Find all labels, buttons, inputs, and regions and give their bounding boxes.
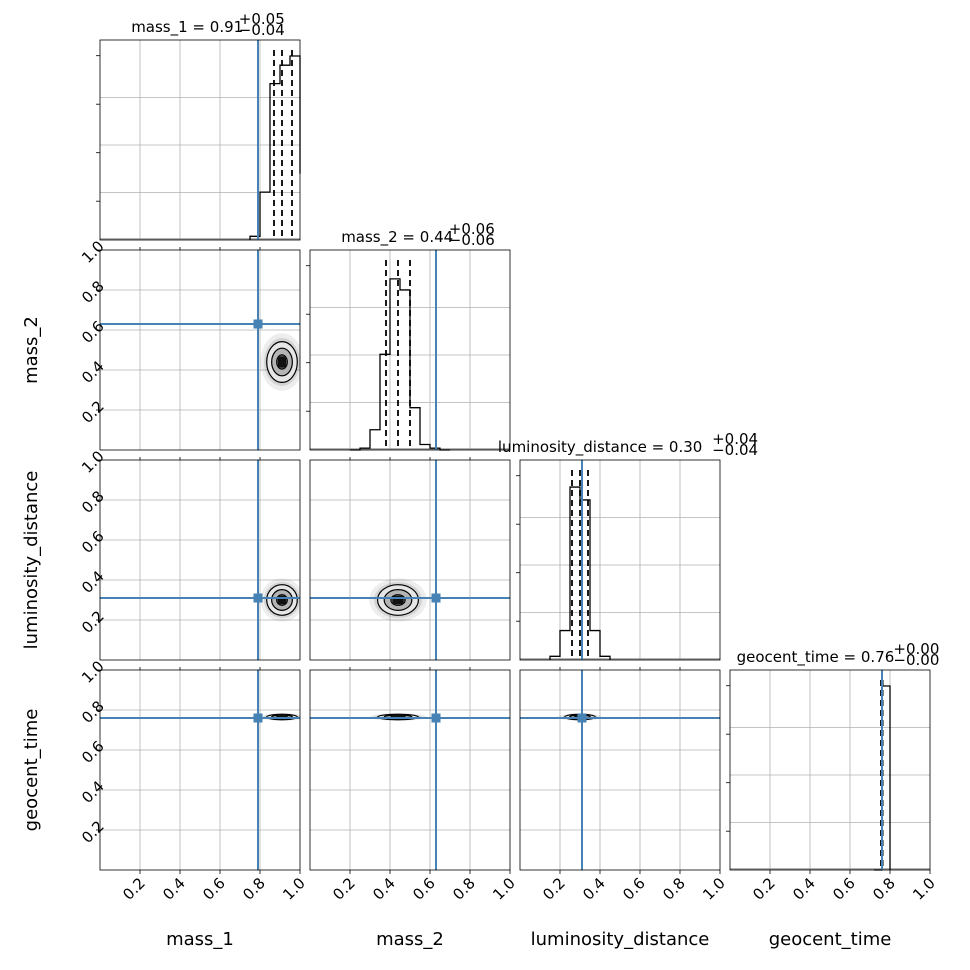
x-tick-label-geocent_time: 0.2 [749, 874, 779, 904]
x-tick-label-mass_1: 0.8 [239, 874, 269, 904]
panel-geocent_time-vs-mass_1 [99, 669, 301, 871]
title-lower-error: −0.04 [239, 21, 285, 39]
x-tick-label-mass_2: 0.4 [369, 874, 399, 904]
panel-geocent_time-vs-luminosity_distance [519, 669, 721, 871]
x-axis-label-mass_1: mass_1 [166, 929, 234, 950]
title-text: mass_1 = 0.91 [131, 18, 243, 37]
panel-geocent_time-vs-mass_2 [309, 669, 511, 871]
x-tick-label-mass_2: 0.8 [449, 874, 479, 904]
panel-background [100, 460, 300, 660]
panel-background [310, 670, 510, 870]
truth-marker [253, 593, 263, 603]
x-tick-label-mass_1: 0.6 [199, 874, 229, 904]
x-tick-label-geocent_time: 0.4 [789, 874, 819, 904]
histogram-mass_1 [96, 39, 301, 241]
histogram-mass_2 [306, 249, 511, 451]
x-tick-label-mass_1: 1.0 [279, 874, 309, 904]
title-text: mass_2 = 0.44 [341, 228, 453, 247]
x-tick-label-mass_1: 0.2 [119, 874, 149, 904]
x-tick-label-luminosity_distance: 0.2 [539, 874, 569, 904]
truth-marker [431, 593, 441, 603]
panel-background [730, 670, 930, 870]
density-peak [277, 595, 287, 605]
x-axis-label-mass_2: mass_2 [376, 929, 444, 950]
title-mass_1: mass_1 = 0.91+0.05−0.04 [131, 10, 285, 39]
title-mass_2: mass_2 = 0.44+0.06−0.06 [341, 220, 495, 249]
y-axis-label-mass_2: mass_2 [21, 316, 42, 384]
x-axis-label-geocent_time: geocent_time [769, 929, 892, 950]
x-tick-label-luminosity_distance: 0.4 [579, 874, 609, 904]
histogram-step [350, 278, 450, 451]
histogram-luminosity_distance [516, 459, 721, 661]
y-axis-label-luminosity_distance: luminosity_distance [21, 471, 42, 650]
truth-marker [253, 713, 263, 723]
title-lower-error: −0.06 [449, 231, 495, 249]
truth-marker [577, 713, 587, 723]
title-geocent_time: geocent_time = 0.76 +0.00−0.00 [737, 640, 940, 669]
panel-frame [99, 249, 301, 451]
truth-marker [253, 319, 263, 329]
panel-luminosity_distance-vs-mass_2 [309, 459, 511, 661]
title-text: geocent_time = 0.76 [737, 648, 895, 667]
truth-marker [431, 713, 441, 723]
title-text: luminosity_distance = 0.30 [498, 438, 702, 457]
density-peak [277, 356, 287, 368]
x-axis-label-luminosity_distance: luminosity_distance [531, 929, 710, 950]
title-upper-error: +0.04 [712, 430, 758, 448]
x-tick-label-geocent_time: 0.8 [869, 874, 899, 904]
title-upper-error: +0.00 [893, 640, 939, 658]
panel-background [520, 460, 720, 660]
panel-frame [519, 669, 721, 871]
x-tick-label-geocent_time: 0.6 [829, 874, 859, 904]
title-lower-error: −0.00 [893, 651, 939, 669]
x-tick-label-mass_2: 0.2 [329, 874, 359, 904]
x-tick-label-geocent_time: 1.0 [909, 874, 939, 904]
density-peak [392, 595, 404, 605]
panel-background [310, 460, 510, 660]
panel-frame [99, 669, 301, 871]
panel-frame [99, 39, 301, 241]
histogram-geocent_time [726, 669, 931, 871]
title-lower-error: −0.04 [712, 441, 758, 459]
title-upper-error: +0.06 [449, 220, 495, 238]
x-tick-label-mass_2: 1.0 [489, 874, 519, 904]
x-tick-label-mass_2: 0.6 [409, 874, 439, 904]
x-tick-label-luminosity_distance: 0.6 [619, 874, 649, 904]
panel-frame [309, 459, 511, 661]
title-luminosity_distance: luminosity_distance = 0.30 +0.04−0.04 [498, 430, 758, 459]
x-tick-label-luminosity_distance: 1.0 [699, 874, 729, 904]
panel-background [100, 40, 300, 240]
panel-frame [309, 249, 511, 451]
x-tick-label-mass_1: 0.4 [159, 874, 189, 904]
panel-background [100, 250, 300, 450]
panel-frame [309, 669, 511, 871]
panel-luminosity_distance-vs-mass_1 [99, 459, 301, 661]
panel-frame [519, 459, 721, 661]
panel-frame [99, 459, 301, 661]
panel-background [520, 670, 720, 870]
y-axis-label-geocent_time: geocent_time [21, 709, 42, 832]
panel-background [100, 670, 300, 870]
panel-frame [729, 669, 931, 871]
panel-mass_2-vs-mass_1 [99, 249, 301, 451]
x-tick-label-luminosity_distance: 0.8 [659, 874, 689, 904]
title-upper-error: +0.05 [239, 10, 285, 28]
